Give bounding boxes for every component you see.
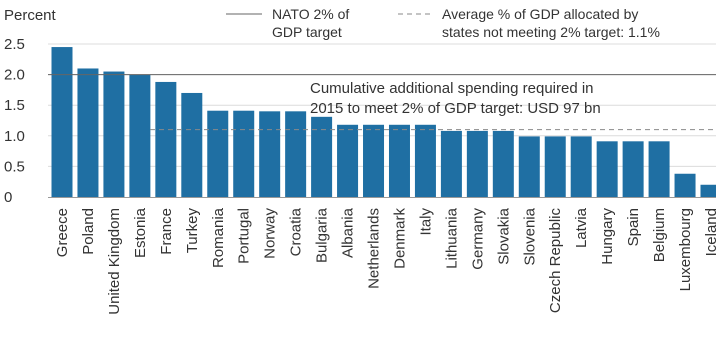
x-tick-label: Spain <box>625 208 642 246</box>
x-tick-label: Luxembourg <box>677 208 694 291</box>
x-tick-label: Italy <box>417 208 434 236</box>
bar-poland <box>77 68 99 197</box>
x-tick-label: Iceland <box>703 208 716 256</box>
y-axis-label: Percent <box>4 7 57 24</box>
x-tick-label: Portugal <box>236 208 253 264</box>
x-tick-label: Denmark <box>391 208 408 269</box>
bar-belgium <box>648 141 670 197</box>
x-tick-label: Croatia <box>288 207 305 256</box>
bar-turkey <box>181 92 203 197</box>
bar-albania <box>337 124 359 197</box>
x-tick-label: Hungary <box>599 208 616 265</box>
bar-bulgaria <box>311 116 333 197</box>
x-tick-label: Albania <box>340 207 357 258</box>
x-tick-label: Netherlands <box>366 208 383 289</box>
bar-slovenia <box>518 136 540 197</box>
x-axis-ticks: Greece Poland United Kingdom Estonia France T… <box>54 207 716 314</box>
bar-slovakia <box>492 130 514 197</box>
bar-greece <box>51 47 73 198</box>
x-tick-label: United Kingdom <box>106 208 123 315</box>
x-tick-label: Bulgaria <box>314 207 331 263</box>
x-tick-label: Slovenia <box>521 207 538 265</box>
bar-luxembourg <box>674 173 696 197</box>
bar-italy <box>414 124 436 197</box>
bar-denmark <box>388 124 410 197</box>
y-tick-label: 1.5 <box>4 97 25 114</box>
legend: NATO 2% of GDP target Average % of GDP a… <box>226 6 660 40</box>
bar-croatia <box>285 111 307 197</box>
bar-netherlands <box>363 124 385 197</box>
y-axis-ticks: 0 0.5 1.0 1.5 2.0 2.5 <box>4 36 25 206</box>
bar-romania <box>207 110 229 197</box>
x-tick-label: Belgium <box>651 208 668 262</box>
bar-lithuania <box>440 130 462 197</box>
x-tick-label: Latvia <box>573 207 590 248</box>
bar-estonia <box>129 74 151 197</box>
bar-germany <box>466 130 488 197</box>
bar-france <box>155 81 177 197</box>
y-tick-label: 0 <box>4 189 12 206</box>
bar-united-kingdom <box>103 71 125 197</box>
x-tick-label: Slovakia <box>495 207 512 264</box>
y-tick-label: 1.0 <box>4 128 25 145</box>
annotation-line-1: Cumulative additional spending required … <box>310 80 594 97</box>
bar-czech-republic <box>544 136 566 197</box>
reference-lines-layer <box>48 74 716 131</box>
x-tick-label: Romania <box>210 207 227 268</box>
x-tick-label: Norway <box>262 208 279 259</box>
x-tick-label: Lithuania <box>443 207 460 269</box>
x-tick-label: Greece <box>54 208 71 257</box>
bars-layer <box>48 47 716 198</box>
bar-hungary <box>596 141 618 197</box>
x-tick-label: Poland <box>80 208 97 255</box>
y-tick-label: 2.5 <box>4 36 25 53</box>
legend-target-label-line-1: NATO 2% of <box>272 6 349 22</box>
annotation: Cumulative additional spending required … <box>310 80 601 117</box>
y-tick-label: 2.0 <box>4 67 25 84</box>
bar-portugal <box>233 110 255 197</box>
x-tick-label: Turkey <box>184 208 201 254</box>
bar-iceland <box>700 184 716 197</box>
legend-target-label-line-2: GDP target <box>272 24 342 40</box>
x-tick-label: Czech Republic <box>547 208 564 314</box>
legend-average-label-line-2: states not meeting 2% target: 1.1% <box>442 24 660 40</box>
x-tick-label: Estonia <box>132 207 149 258</box>
x-tick-label: France <box>158 208 175 255</box>
bar-norway <box>259 111 281 197</box>
x-tick-label: Germany <box>469 208 486 270</box>
y-tick-label: 0.5 <box>4 158 25 175</box>
bar-latvia <box>570 136 592 197</box>
legend-average-label-line-1: Average % of GDP allocated by <box>442 6 638 22</box>
annotation-line-2: 2015 to meet 2% of GDP target: USD 97 bn <box>310 100 601 117</box>
bar-spain <box>622 141 644 197</box>
